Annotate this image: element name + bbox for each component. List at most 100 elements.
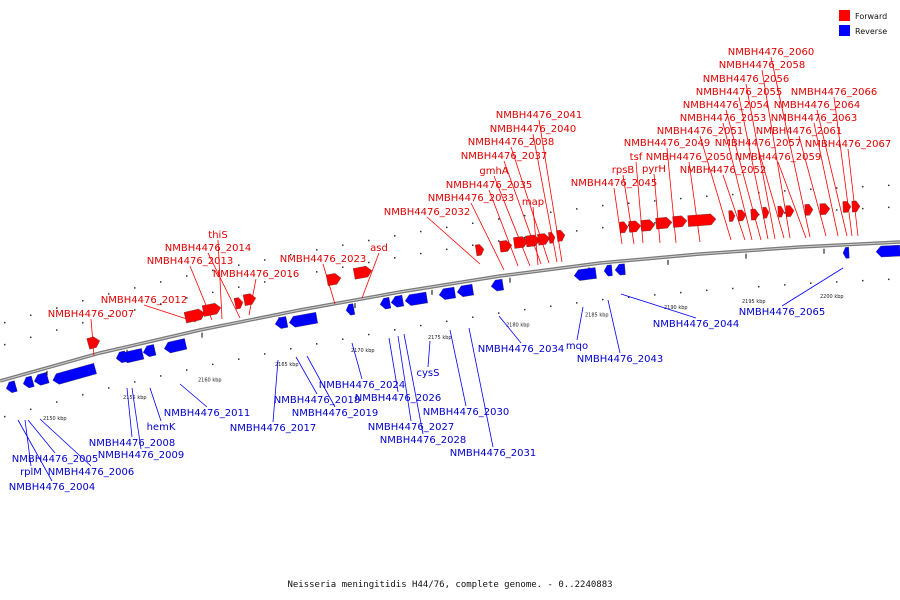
forward-gene: [762, 206, 770, 219]
label-leader: [427, 340, 431, 368]
reverse-gene: [121, 348, 145, 364]
guide-dot: [30, 314, 32, 317]
label-leader: [770, 56, 811, 238]
forward-gene-label: NMBH4476_2064: [774, 100, 860, 111]
guide-dot: [524, 308, 526, 311]
reverse-gene-label: cysS: [417, 368, 440, 379]
guide-dot: [706, 289, 708, 292]
forward-gene-label: NMBH4476_2045: [571, 178, 657, 189]
forward-gene: [525, 234, 541, 248]
scale-tick-label: 2150 kbp: [43, 416, 67, 422]
forward-gene: [819, 203, 831, 215]
guide-dot: [394, 257, 396, 259]
guide-dot: [212, 269, 214, 272]
label-leader: [306, 355, 336, 408]
scale-tick-label: 2160 kbp: [198, 378, 222, 384]
guide-dot: [82, 394, 84, 396]
forward-gene-label: NMBH4476_2033: [428, 193, 514, 204]
label-leader: [149, 387, 162, 422]
forward-gene-label: NMBH4476_2066: [791, 87, 877, 98]
label-leader: [813, 122, 839, 237]
guide-dot: [784, 284, 786, 286]
guide-dot: [160, 375, 162, 377]
reverse-gene: [289, 312, 318, 328]
guide-dot: [342, 244, 344, 246]
guide-dot: [238, 358, 240, 360]
forward-gene: [352, 265, 373, 280]
label-leader: [722, 122, 753, 241]
reverse-gene: [390, 294, 405, 308]
label-leader: [613, 187, 623, 245]
guide-dot: [238, 264, 240, 266]
reverse-gene: [614, 263, 626, 276]
guide-dot: [680, 291, 682, 294]
reverse-gene-label: NMBH4476_2005: [12, 454, 98, 465]
label-leader: [699, 135, 732, 241]
forward-gene: [785, 205, 795, 217]
reverse-gene: [22, 375, 35, 389]
gene-features: [5, 200, 900, 393]
forward-gene: [537, 233, 551, 246]
guide-dot: [576, 230, 578, 232]
reverse-gene-label: NMBH4476_2065: [739, 307, 825, 318]
reverse-gene: [456, 284, 474, 297]
reverse-gene: [34, 372, 50, 386]
label-leader: [498, 315, 522, 344]
label-leader: [653, 173, 661, 244]
guide-dot: [134, 309, 136, 311]
reverse-gene-label: NMBH4476_2028: [380, 435, 466, 446]
scale-tick-label: 2195 kbp: [742, 299, 766, 305]
guide-dot: [732, 193, 734, 196]
guide-dot: [810, 282, 812, 284]
reverse-gene-label: NMBH4476_2009: [98, 450, 184, 461]
forward-gene: [619, 221, 629, 234]
forward-gene: [201, 303, 222, 317]
guide-dot: [472, 244, 474, 246]
guide-dot: [888, 206, 890, 209]
guide-dot: [212, 291, 214, 294]
forward-gene: [233, 297, 244, 310]
guide-dot: [108, 387, 110, 389]
guide-dot: [394, 329, 396, 331]
guide-dot: [524, 214, 526, 217]
forward-gene: [750, 208, 760, 221]
guide-dot: [680, 197, 682, 200]
scale-tick-label: 2180 kbp: [506, 323, 530, 329]
guide-dot: [498, 240, 500, 242]
forward-gene: [851, 200, 861, 213]
guide-dot: [602, 298, 604, 301]
forward-gene-label: pyrH: [642, 164, 666, 175]
guide-dot: [160, 303, 162, 305]
guide-dot: [264, 259, 266, 261]
forward-gene: [672, 215, 688, 228]
guide-dot: [4, 415, 6, 418]
forward-gene-label: thiS: [208, 230, 227, 241]
guide-dot: [160, 281, 162, 283]
genome-caption: Neisseria meningitidis H44/76, complete …: [287, 580, 612, 590]
guide-dot: [472, 222, 474, 224]
forward-gene-label: NMBH4476_2057: [715, 138, 801, 149]
forward-gene-label: NMBH4476_2013: [147, 256, 233, 267]
guide-dot: [836, 281, 838, 283]
legend: Forward Reverse: [839, 10, 887, 36]
reverse-gene-label: NMBH4476_2019: [292, 408, 378, 419]
reverse-gene-label: NMBH4476_2027: [368, 422, 454, 433]
guide-dot: [30, 336, 32, 339]
forward-gene: [325, 273, 342, 286]
forward-gene-label: NMBH4476_2032: [384, 207, 470, 218]
forward-gene: [728, 210, 736, 222]
label-leader: [761, 69, 791, 239]
label-leader: [449, 329, 467, 407]
reverse-gene-label: NMBH4476_2031: [450, 448, 536, 459]
reverse-gene-label: NMBH4476_2034: [478, 344, 564, 355]
forward-gene-label: NMBH4476_2038: [468, 137, 554, 148]
guide-dot: [4, 321, 6, 324]
scale-tick-label: 2200 kbp: [820, 294, 844, 300]
reverse-gene-label: NMBH4476_2006: [48, 467, 134, 478]
forward-gene-label: NMBH4476_2054: [683, 100, 769, 111]
guide-dot: [654, 200, 656, 202]
guide-dot: [238, 286, 240, 288]
forward-gene-label: NMBH4476_2067: [805, 139, 891, 150]
guide-dot: [836, 209, 838, 211]
